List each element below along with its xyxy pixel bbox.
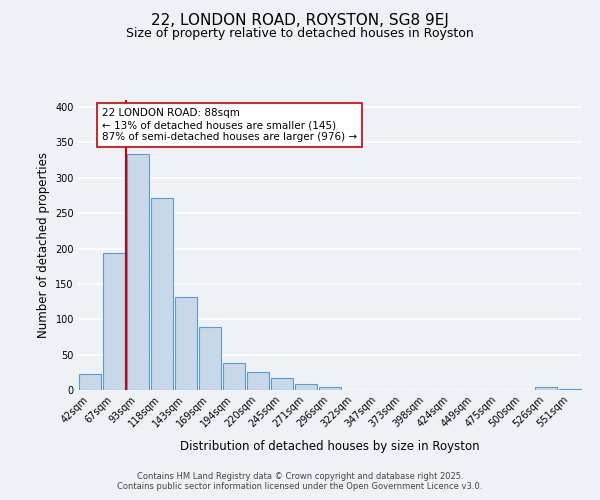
Text: Contains public sector information licensed under the Open Government Licence v3: Contains public sector information licen… (118, 482, 482, 491)
Text: Contains HM Land Registry data © Crown copyright and database right 2025.: Contains HM Land Registry data © Crown c… (137, 472, 463, 481)
Bar (151, 198, 173, 390)
Bar (319, 387, 341, 390)
Bar (79, 374, 101, 390)
Bar (175, 296, 197, 390)
Text: 22, LONDON ROAD, ROYSTON, SG8 9EJ: 22, LONDON ROAD, ROYSTON, SG8 9EJ (151, 12, 449, 28)
Bar (535, 387, 557, 390)
Bar (295, 384, 317, 390)
Bar (103, 254, 125, 390)
X-axis label: Distribution of detached houses by size in Royston: Distribution of detached houses by size … (180, 440, 480, 453)
Bar (223, 363, 245, 390)
Bar (559, 388, 581, 390)
Text: 22 LONDON ROAD: 88sqm
← 13% of detached houses are smaller (145)
87% of semi-det: 22 LONDON ROAD: 88sqm ← 13% of detached … (102, 108, 357, 142)
Bar (199, 327, 221, 390)
Text: Size of property relative to detached houses in Royston: Size of property relative to detached ho… (126, 28, 474, 40)
Y-axis label: Number of detached properties: Number of detached properties (37, 152, 50, 338)
Bar (247, 372, 269, 390)
Bar (127, 154, 149, 390)
Bar (271, 378, 293, 390)
